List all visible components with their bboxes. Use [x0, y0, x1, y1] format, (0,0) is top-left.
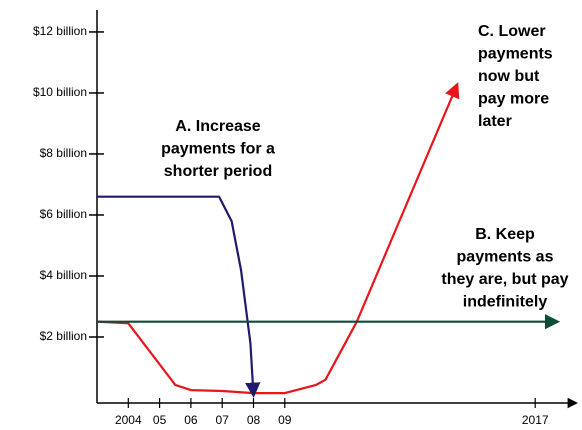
annotation: now but — [478, 68, 540, 85]
annotation: later — [478, 113, 512, 130]
annotation: A. Increase — [175, 118, 260, 135]
x-tick-label: 2004 — [115, 413, 142, 427]
y-tick-label: $12 billion — [33, 24, 87, 38]
annotation: payments as — [457, 249, 554, 266]
y-tick-label: $2 billion — [40, 329, 87, 343]
annotation: payments — [478, 46, 553, 63]
x-tick-label: 08 — [247, 413, 261, 427]
annotation: they are, but pay — [441, 271, 568, 288]
annotation: shorter period — [164, 163, 272, 180]
series-line — [96, 82, 460, 395]
annotation: indefinitely — [463, 294, 548, 311]
x-tick-label: 09 — [278, 413, 292, 427]
y-tick-label: $8 billion — [40, 146, 87, 160]
x-tick-label: 07 — [216, 413, 230, 427]
y-tick-label: $4 billion — [40, 268, 87, 282]
annotation: C. Lower — [478, 23, 546, 40]
x-tick-label: 05 — [153, 413, 167, 427]
x-tick-label: 06 — [184, 413, 198, 427]
annotation: B. Keep — [475, 226, 535, 243]
y-tick-label: $6 billion — [40, 207, 87, 221]
x-tick-label: 2017 — [522, 413, 549, 427]
series-line — [97, 195, 261, 398]
annotation: pay more — [478, 91, 549, 108]
y-tick-label: $10 billion — [33, 85, 87, 99]
annotation: payments for a — [161, 141, 275, 158]
